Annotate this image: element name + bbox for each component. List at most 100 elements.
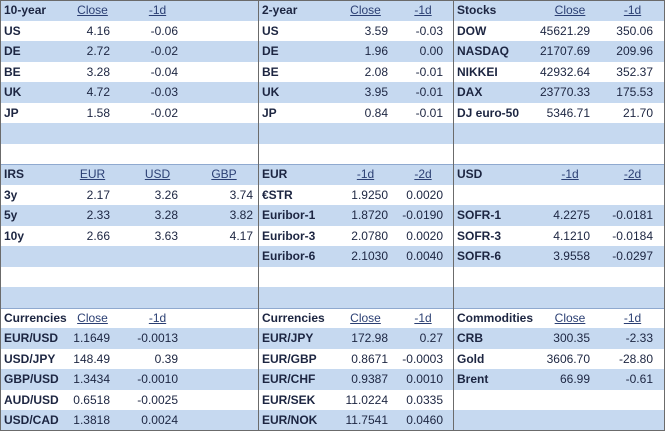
value: 0.0460 — [406, 413, 443, 427]
value: -0.01 — [415, 64, 443, 79]
row-background — [0, 348, 665, 369]
row-label: Euribor-1 — [262, 208, 316, 222]
value: 21707.69 — [540, 44, 591, 58]
column-header: GBP — [211, 167, 237, 181]
row-label: US — [262, 23, 279, 38]
value: 3.74 — [229, 187, 253, 202]
section-label: 2-year — [262, 3, 298, 17]
column-header: -1d — [414, 310, 432, 325]
value: 1.58 — [86, 105, 110, 120]
value: -0.0013 — [137, 331, 178, 345]
row-label: NASDAQ — [457, 44, 510, 58]
row-label: Euribor-3 — [262, 228, 316, 243]
column-header: -1d — [623, 3, 642, 17]
value: -2.33 — [625, 331, 653, 345]
column-header: Close — [350, 3, 381, 17]
column-header: -1d — [623, 310, 642, 325]
value: -0.01 — [415, 85, 443, 99]
row-background — [0, 225, 665, 246]
value: 2.66 — [86, 228, 110, 243]
value: -0.01 — [415, 105, 443, 120]
value: -0.0297 — [612, 249, 653, 263]
value: 3.9558 — [553, 249, 590, 263]
value: 0.6518 — [73, 392, 110, 407]
value: 352.37 — [616, 64, 653, 79]
row-background — [0, 307, 665, 328]
column-divider — [0, 0, 1, 431]
section-label: Currencies — [4, 310, 67, 325]
row-label: EUR/GBP — [262, 351, 317, 366]
row-label: BE — [262, 64, 279, 79]
value: -0.0003 — [402, 351, 443, 366]
value: 1.9250 — [351, 187, 388, 202]
value: 11.0224 — [345, 392, 389, 407]
column-header: -1d — [561, 167, 579, 181]
value: 0.0335 — [406, 392, 443, 407]
value: 4.16 — [86, 23, 110, 38]
row-label: JP — [262, 105, 277, 120]
row-label: GBP/USD — [4, 372, 59, 386]
section-label: Stocks — [457, 3, 497, 17]
value: -28.80 — [618, 351, 653, 366]
value: 2.17 — [86, 187, 110, 202]
row-background — [0, 123, 665, 144]
value: 1.3434 — [73, 372, 110, 386]
row-background — [0, 102, 665, 123]
value: 1.3818 — [73, 413, 110, 427]
column-header: Close — [77, 310, 108, 325]
section-divider — [0, 307, 665, 309]
value: -0.02 — [150, 105, 178, 120]
row-background — [0, 20, 665, 41]
row-label: DOW — [457, 23, 487, 38]
value: 4.17 — [229, 228, 253, 243]
value: 3.95 — [364, 85, 388, 99]
column-header: Close — [554, 310, 586, 325]
value: 0.27 — [419, 331, 443, 345]
value: 0.0010 — [406, 372, 443, 386]
section-label: Currencies — [262, 310, 325, 325]
value: -0.0184 — [612, 228, 653, 243]
row-label: BE — [4, 64, 21, 79]
row-label: 10y — [4, 228, 25, 243]
row-label: SOFR-6 — [457, 249, 502, 263]
row-label: DE — [262, 44, 279, 58]
column-header: USD — [144, 167, 171, 181]
row-label: Brent — [457, 372, 489, 386]
value: 2.08 — [364, 64, 388, 79]
row-label: SOFR-1 — [457, 208, 502, 222]
column-header: Close — [554, 3, 586, 17]
value: 0.0040 — [406, 249, 443, 263]
row-label: DE — [4, 44, 21, 58]
section-label: 10-year — [4, 3, 47, 17]
row-label: DJ euro-50 — [457, 105, 520, 120]
value: 2.1030 — [351, 249, 388, 263]
column-header: -1d — [356, 167, 375, 181]
row-label: EUR/CHF — [262, 372, 316, 386]
row-background — [0, 410, 665, 431]
row-label: USD/JPY — [4, 351, 56, 366]
row-label: EUR/USD — [4, 331, 59, 345]
value: 4.72 — [86, 85, 110, 99]
value: 3.59 — [364, 23, 388, 38]
value: -0.0025 — [137, 392, 178, 407]
row-background — [0, 369, 665, 390]
value: 4.2275 — [553, 208, 590, 222]
value: 0.0020 — [406, 187, 443, 202]
row-label: UK — [262, 85, 280, 99]
value: 0.8671 — [351, 351, 388, 366]
value: 148.49 — [73, 351, 110, 366]
column-header: -1d — [414, 3, 432, 17]
value: -0.04 — [150, 64, 178, 79]
column-header: -1d — [148, 3, 167, 17]
column-header: -1d — [148, 310, 167, 325]
row-label: 3y — [4, 187, 18, 202]
row-label: NIKKEI — [457, 64, 498, 79]
value: 42932.64 — [540, 64, 591, 79]
border — [0, 0, 665, 1]
row-label: AUD/USD — [4, 392, 59, 407]
value: 3.28 — [86, 64, 110, 79]
value: -0.61 — [625, 372, 653, 386]
value: -0.06 — [150, 23, 178, 38]
value: -0.03 — [150, 85, 178, 99]
row-label: Gold — [457, 351, 485, 366]
